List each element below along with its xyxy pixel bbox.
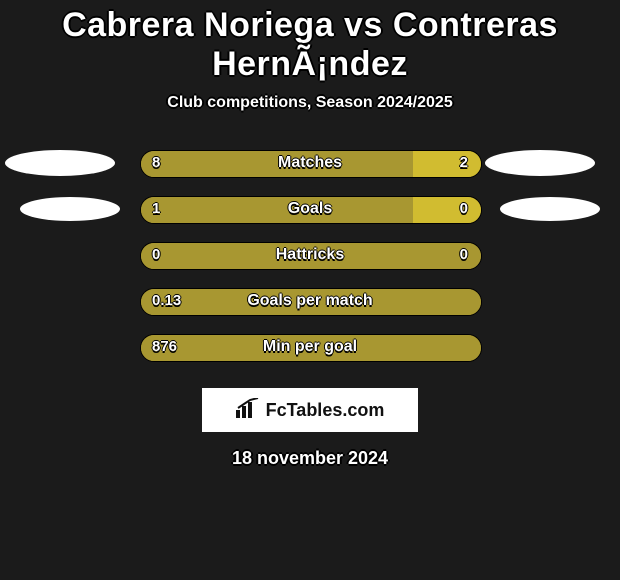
- page-title: Cabrera Noriega vs Contreras HernÃ¡ndez: [0, 6, 620, 84]
- stat-row: Goals10: [0, 186, 620, 232]
- stat-bar: [140, 196, 482, 224]
- footer-date: 18 november 2024: [0, 448, 620, 469]
- brand-box: FcTables.com: [202, 388, 418, 432]
- stat-bar-left-fill: [141, 335, 481, 361]
- right-player-marker: [485, 150, 595, 176]
- stat-bar-left-fill: [141, 197, 413, 223]
- page-subtitle: Club competitions, Season 2024/2025: [0, 94, 620, 112]
- brand-text: FcTables.com: [266, 400, 385, 421]
- stat-bar-left-fill: [141, 243, 481, 269]
- brand-chart-icon: [236, 398, 260, 423]
- stat-bar-right-fill: [413, 197, 481, 223]
- stat-bar: [140, 334, 482, 362]
- stat-bar-left-fill: [141, 289, 481, 315]
- stat-row: Hattricks00: [0, 232, 620, 278]
- left-player-marker: [20, 197, 120, 221]
- stat-row: Min per goal876: [0, 324, 620, 370]
- stat-bar-right-fill: [413, 151, 481, 177]
- stat-bar: [140, 242, 482, 270]
- stat-bar: [140, 150, 482, 178]
- stat-row: Goals per match0.13: [0, 278, 620, 324]
- stat-row: Matches82: [0, 140, 620, 186]
- right-player-marker: [500, 197, 600, 221]
- comparison-rows: Matches82Goals10Hattricks00Goals per mat…: [0, 140, 620, 370]
- stat-bar: [140, 288, 482, 316]
- stat-bar-left-fill: [141, 151, 413, 177]
- left-player-marker: [5, 150, 115, 176]
